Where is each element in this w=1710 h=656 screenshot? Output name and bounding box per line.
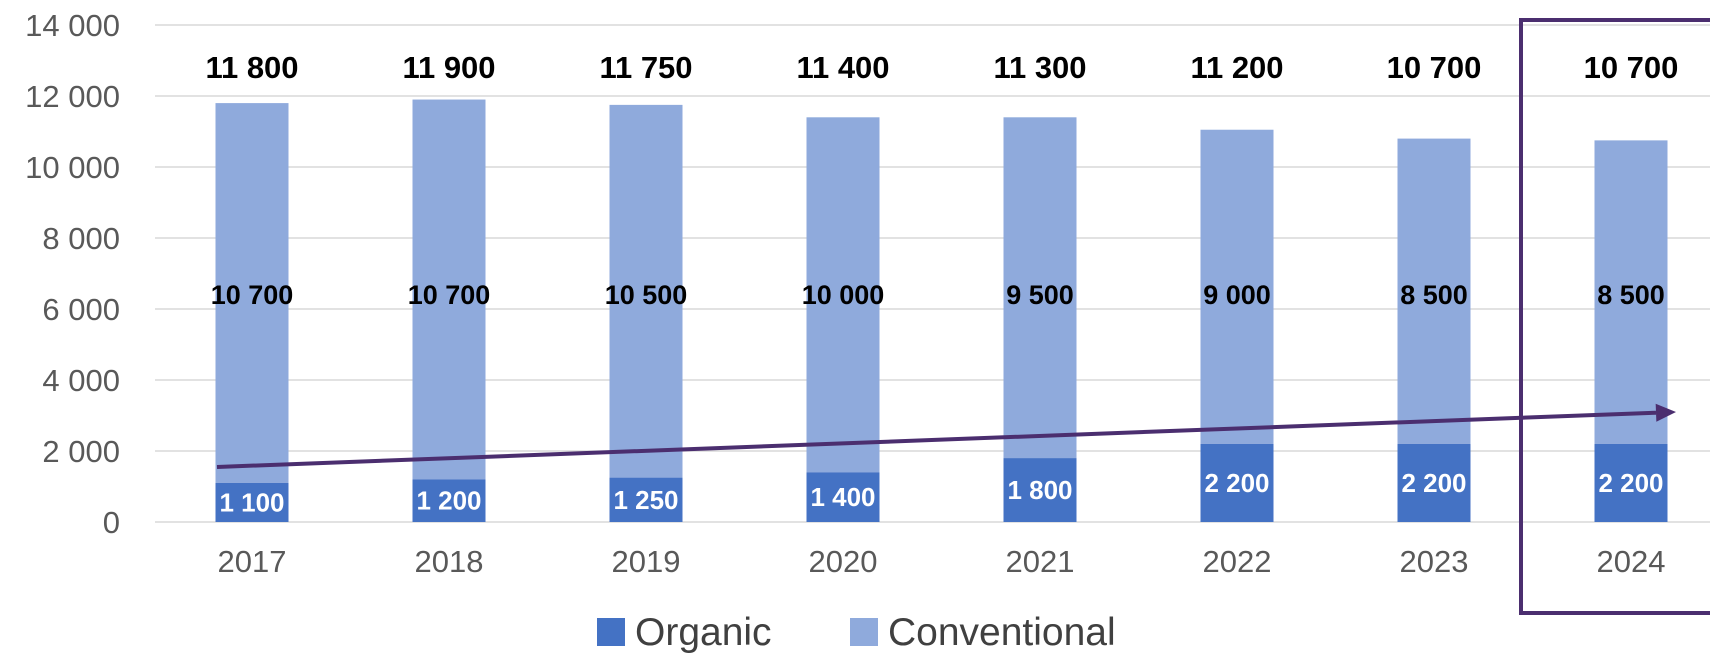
organic-data-label: 1 200	[416, 486, 481, 516]
total-data-label: 11 800	[205, 50, 298, 85]
x-tick-label: 2018	[415, 544, 484, 579]
highlight-box-2024	[1519, 18, 1710, 615]
bar-organic	[1397, 443, 1471, 522]
bar-organic	[1594, 443, 1668, 522]
y-tick-label: 8 000	[42, 221, 120, 256]
total-data-label: 11 900	[402, 50, 495, 85]
total-data-label: 11 750	[599, 50, 692, 85]
x-tick-label: 2022	[1203, 544, 1272, 579]
conventional-data-label: 9 500	[1006, 280, 1074, 310]
trend-arrow-head	[1655, 403, 1676, 422]
y-tick-label: 12 000	[25, 79, 120, 114]
total-data-label: 11 200	[1190, 50, 1283, 85]
conventional-data-label: 8 500	[1400, 280, 1468, 310]
bar-conventional	[1594, 140, 1668, 444]
x-tick-label: 2024	[1597, 544, 1666, 579]
organic-data-label: 1 400	[810, 482, 875, 512]
bar-organic	[1200, 443, 1274, 522]
bar-conventional	[412, 99, 486, 480]
conventional-data-label: 10 700	[408, 280, 491, 310]
y-tick-label: 0	[103, 505, 120, 540]
x-tick-label: 2019	[612, 544, 681, 579]
x-tick-label: 2020	[809, 544, 878, 579]
legend: Organic Conventional	[597, 611, 1116, 654]
x-axis-tick-labels: 2017 2018 2019 2020 2021 2022 2023 2024	[218, 544, 1666, 579]
bar-conventional	[806, 117, 880, 473]
organic-data-label: 1 250	[613, 485, 678, 515]
legend-swatch-organic	[597, 618, 625, 646]
conventional-data-label: 10 500	[605, 280, 688, 310]
bar-conventional	[1003, 117, 1077, 459]
bar-organic	[1003, 458, 1077, 522]
organic-data-label: 2 200	[1204, 468, 1269, 498]
total-data-label: 11 300	[993, 50, 1086, 85]
legend-swatch-conventional	[850, 618, 878, 646]
total-data-label: 10 700	[1387, 50, 1482, 85]
total-data-label: 11 400	[796, 50, 889, 85]
y-tick-label: 4 000	[42, 363, 120, 398]
bar-conventional	[609, 104, 683, 478]
bar-organic	[215, 482, 289, 522]
organic-data-label: 1 800	[1007, 475, 1072, 505]
bar-organic	[412, 479, 486, 522]
y-tick-label: 10 000	[25, 150, 120, 185]
trend-arrow	[216, 403, 1676, 469]
organic-data-label: 1 100	[219, 487, 284, 517]
conventional-data-label: 10 000	[802, 280, 885, 310]
bar-organic	[806, 472, 880, 522]
trend-arrow-line	[216, 410, 1657, 469]
y-tick-label: 2 000	[42, 434, 120, 469]
bar-conventional	[215, 103, 289, 483]
bar-conventional	[1397, 138, 1471, 444]
organic-data-label: 2 200	[1401, 468, 1466, 498]
y-axis-tick-labels: 0 2 000 4 000 6 000 8 000 10 000 12 000 14 000	[25, 8, 120, 540]
bars	[215, 99, 1668, 522]
y-tick-label: 6 000	[42, 292, 120, 327]
bar-conventional	[1200, 129, 1274, 444]
y-tick-label: 14 000	[25, 8, 120, 43]
legend-label-conventional: Conventional	[888, 611, 1116, 654]
data-labels: 11 800 10 700 1 100 11 900 10 700 1 200 11 750…	[205, 50, 1678, 517]
gridlines	[155, 24, 1710, 523]
x-tick-label: 2017	[218, 544, 287, 579]
conventional-data-label: 8 500	[1597, 280, 1665, 310]
total-data-label: 10 700	[1584, 50, 1679, 85]
organic-data-label: 2 200	[1598, 468, 1663, 498]
bar-organic	[609, 477, 683, 522]
conventional-data-label: 10 700	[211, 280, 294, 310]
conventional-data-label: 9 000	[1203, 280, 1271, 310]
legend-label-organic: Organic	[635, 611, 772, 654]
x-tick-label: 2021	[1006, 544, 1075, 579]
highlight-box	[1519, 18, 1710, 615]
x-tick-label: 2023	[1400, 544, 1469, 579]
